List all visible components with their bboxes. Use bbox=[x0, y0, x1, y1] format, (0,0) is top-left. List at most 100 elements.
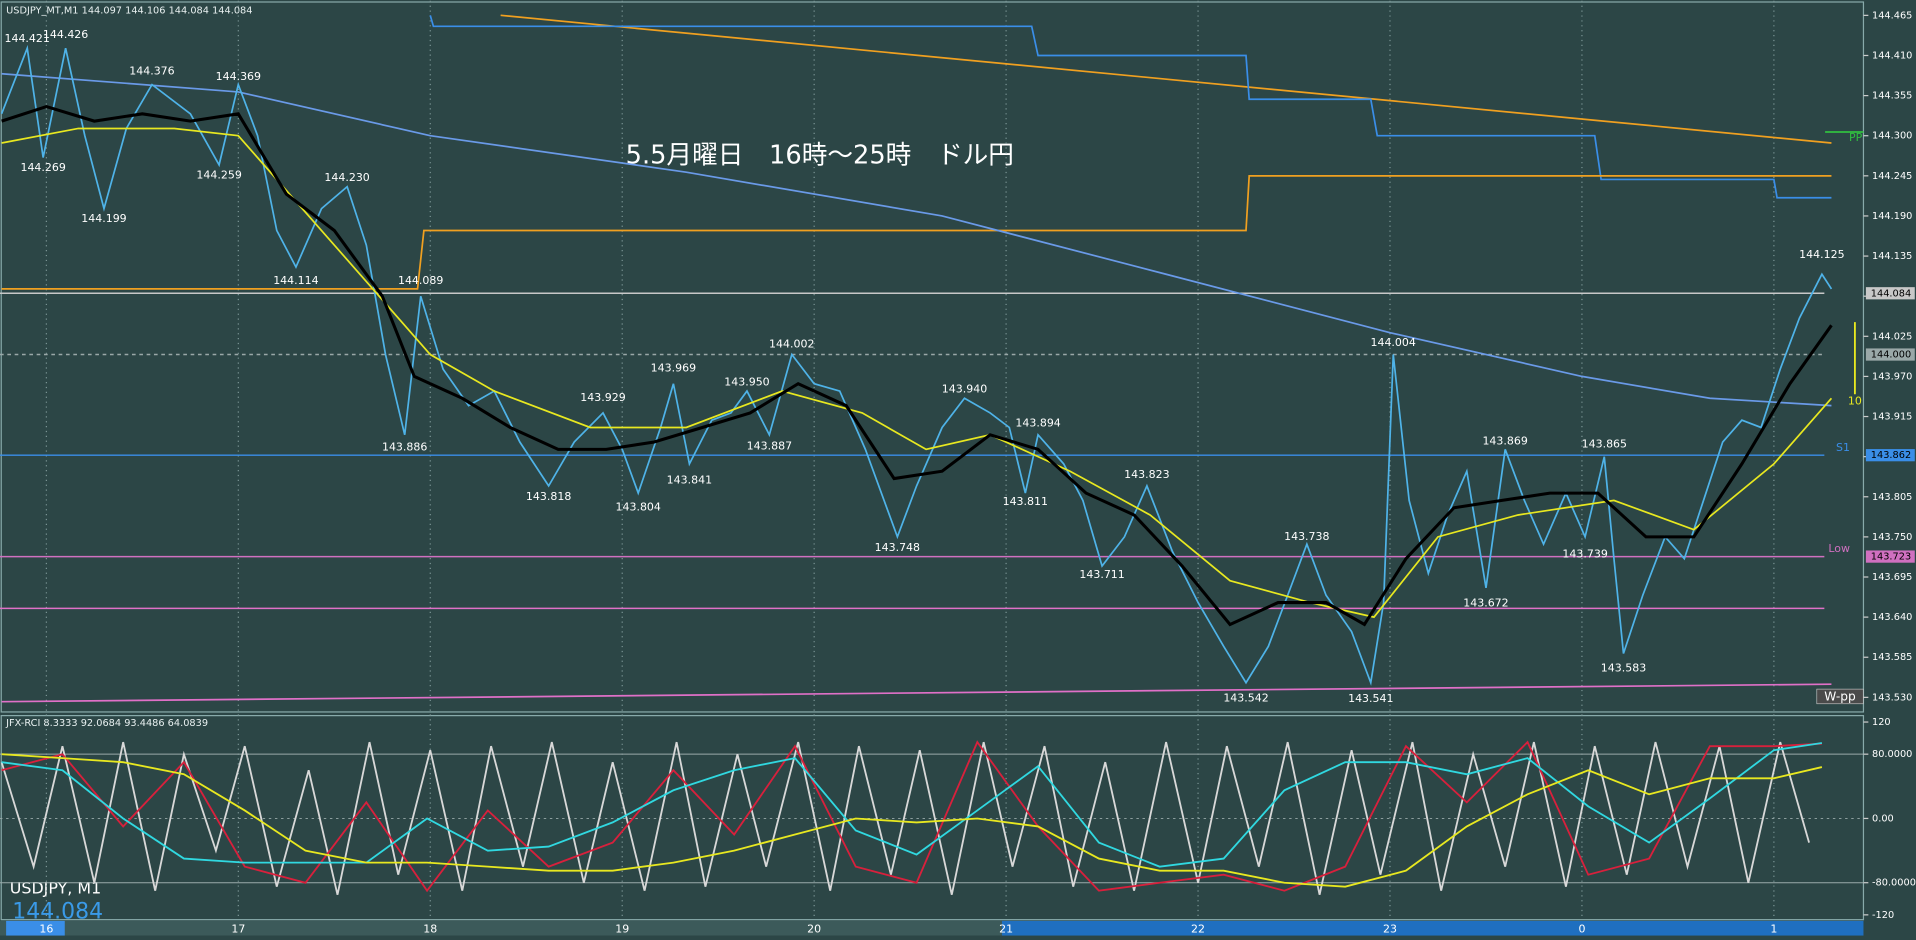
series-line bbox=[500, 14, 1832, 144]
series-line bbox=[0, 741, 1810, 895]
series-line bbox=[0, 44, 1833, 687]
y-tick-label: 143.640 bbox=[1872, 612, 1912, 623]
annotation: 143.841 bbox=[667, 473, 712, 486]
level-box-label: 143.862 bbox=[1871, 450, 1911, 461]
series-line bbox=[1, 742, 1823, 868]
y-tick-label: -120 bbox=[1872, 910, 1894, 921]
y-tick-label: 144.465 bbox=[1872, 10, 1912, 21]
time-strip-start bbox=[6, 920, 65, 936]
level-box-label: 144.084 bbox=[1871, 288, 1911, 299]
annotation: 143.811 bbox=[1003, 495, 1048, 508]
annotation: 143.869 bbox=[1482, 435, 1527, 448]
level-box bbox=[1865, 550, 1915, 563]
series-line bbox=[1, 72, 1832, 407]
y-tick-label: 143.585 bbox=[1872, 652, 1912, 663]
indicator-frame bbox=[0, 714, 1865, 921]
annotation: 144.089 bbox=[398, 274, 443, 287]
annotation: 144.002 bbox=[769, 338, 814, 351]
x-tick-label: 18 bbox=[423, 922, 437, 935]
annotation: 143.969 bbox=[651, 362, 696, 375]
y-tick-label: 143.695 bbox=[1872, 572, 1912, 583]
level-box bbox=[1865, 287, 1915, 300]
level-box bbox=[1865, 348, 1915, 361]
annotation: 143.929 bbox=[580, 391, 625, 404]
level-box bbox=[1865, 449, 1915, 462]
indicator-header: JFX-RCI 8.3333 92.0684 93.4486 64.0839 bbox=[5, 718, 208, 729]
y-tick-label: 144.245 bbox=[1872, 171, 1912, 182]
annotation: 143.542 bbox=[1223, 691, 1268, 704]
series-line bbox=[1, 753, 1823, 888]
x-tick-label: 22 bbox=[1191, 922, 1205, 935]
annotation: 143.886 bbox=[382, 440, 427, 453]
series-line bbox=[1, 127, 1833, 619]
symbol-label: USDJPY, M1 bbox=[10, 879, 101, 898]
last-price: 144.084 bbox=[12, 899, 103, 924]
y-tick-label: 144.300 bbox=[1872, 131, 1912, 142]
spread-label: 10 bbox=[1848, 395, 1862, 408]
y-tick-label: 144.190 bbox=[1872, 211, 1912, 222]
annotation: 144.259 bbox=[196, 168, 241, 181]
level-name: Low bbox=[1828, 542, 1850, 555]
series-line bbox=[1, 175, 1832, 290]
main-frame bbox=[0, 1, 1865, 713]
y-tick-label: 144.135 bbox=[1872, 251, 1912, 262]
annotation: 143.711 bbox=[1079, 568, 1124, 581]
x-tick-label: 19 bbox=[615, 922, 629, 935]
level-box-label: 144.000 bbox=[1871, 350, 1911, 361]
series-line bbox=[1, 740, 1822, 893]
chart-title: 5.5月曜日 16時～25時 ドル円 bbox=[626, 140, 1014, 170]
annotation: 144.114 bbox=[273, 274, 318, 287]
annotation: 144.369 bbox=[216, 70, 261, 83]
annotation: 143.738 bbox=[1284, 530, 1329, 543]
annotation: 143.739 bbox=[1562, 548, 1607, 561]
series-line bbox=[1, 104, 1833, 627]
y-tick-label: 0.00 bbox=[1872, 813, 1894, 824]
annotation: 143.823 bbox=[1124, 468, 1169, 481]
series-line bbox=[1, 683, 1832, 703]
series-label: W-pp bbox=[1824, 690, 1856, 704]
y-tick-label: 143.970 bbox=[1872, 371, 1912, 382]
annotation: 144.004 bbox=[1370, 336, 1415, 349]
annotation: 144.230 bbox=[324, 171, 369, 184]
annotation: 143.818 bbox=[526, 490, 571, 503]
annotation: 144.269 bbox=[20, 161, 65, 174]
y-tick-label: 143.805 bbox=[1872, 492, 1912, 503]
y-tick-label: 143.750 bbox=[1872, 532, 1912, 543]
x-tick-label: 20 bbox=[807, 922, 821, 935]
y-tick-label: 143.530 bbox=[1872, 692, 1912, 703]
x-tick-label: 1 bbox=[1770, 922, 1777, 935]
y-tick-label: 144.355 bbox=[1872, 91, 1912, 102]
x-tick-label: 17 bbox=[231, 922, 245, 935]
annotation: 144.421 bbox=[4, 32, 49, 45]
annotation: 143.672 bbox=[1463, 597, 1508, 610]
series-label: PP bbox=[1849, 131, 1863, 144]
annotation: 144.376 bbox=[129, 65, 174, 78]
annotation: 143.748 bbox=[875, 541, 920, 554]
annotation: 143.887 bbox=[747, 440, 792, 453]
annotation: 143.894 bbox=[1015, 416, 1060, 429]
x-tick-label: 16 bbox=[39, 922, 53, 935]
x-tick-label: 21 bbox=[999, 922, 1013, 935]
annotation: 143.583 bbox=[1601, 661, 1646, 674]
annotation: 144.199 bbox=[81, 212, 126, 225]
annotation: 143.940 bbox=[942, 383, 987, 396]
y-tick-label: 143.915 bbox=[1872, 412, 1912, 423]
x-tick-label: 23 bbox=[1383, 922, 1397, 935]
y-tick-label: 80.0000 bbox=[1872, 749, 1912, 760]
annotation: 143.804 bbox=[615, 500, 660, 513]
annotation: 143.541 bbox=[1348, 692, 1393, 705]
y-tick-label: 144.410 bbox=[1872, 50, 1912, 61]
annotation: 144.426 bbox=[43, 28, 88, 41]
time-strip-highlight bbox=[1001, 920, 1864, 936]
chart-header: USDJPY_MT,M1 144.097 144.106 144.084 144… bbox=[6, 6, 252, 17]
series-line bbox=[429, 15, 1832, 199]
series-label-box bbox=[1816, 688, 1864, 705]
level-name: S1 bbox=[1836, 441, 1850, 454]
y-tick-label: -80.0000 bbox=[1872, 878, 1916, 889]
x-tick-label: 0 bbox=[1578, 922, 1585, 935]
annotation: 143.865 bbox=[1582, 437, 1627, 450]
y-tick-label: 120 bbox=[1872, 717, 1891, 728]
